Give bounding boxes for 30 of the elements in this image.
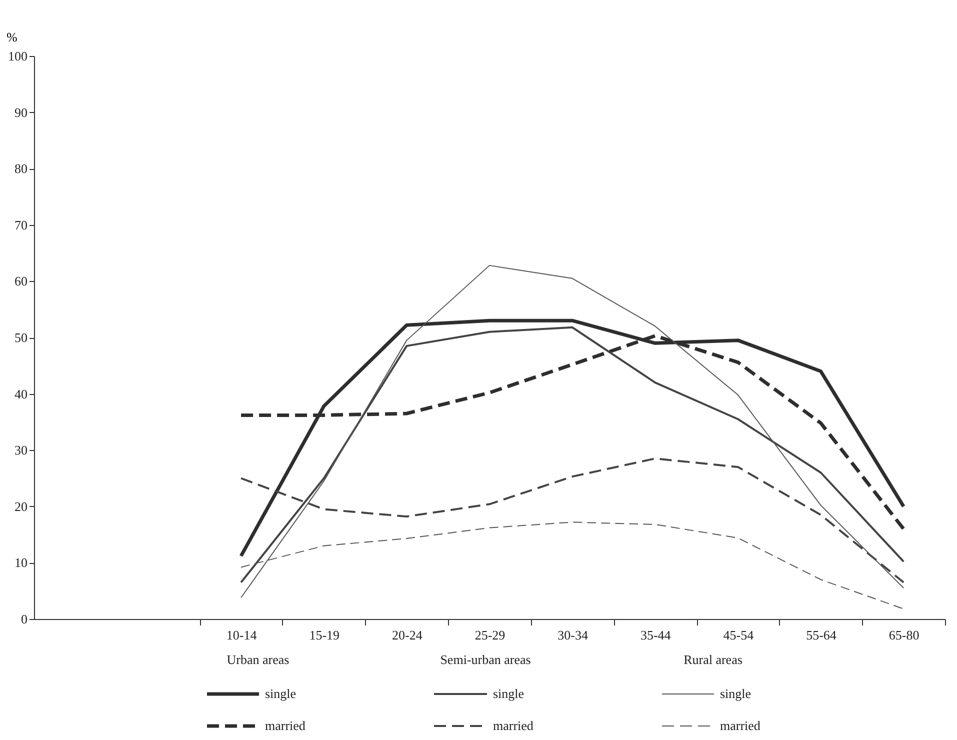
x-tick-label: 35-44 <box>640 628 672 642</box>
x-tick-label: 20-24 <box>392 628 423 642</box>
text: Urban areas <box>226 652 290 667</box>
legend-label: married <box>265 718 306 733</box>
y-tick-label: 90 <box>14 104 28 120</box>
x-tick-label: 65-80 <box>888 628 920 642</box>
x-tick-label: 55-64 <box>806 628 837 642</box>
y-axis-title: % <box>6 30 18 44</box>
y-tick-label: 60 <box>14 274 28 289</box>
text: Semi-urban areas <box>440 652 531 667</box>
y-tick-label: 10 <box>14 555 28 570</box>
x-tick-label: 25-29 <box>474 628 506 642</box>
y-tick-label: 100 <box>8 48 28 64</box>
x-tick-label: 10-14 <box>226 628 258 642</box>
x-tick-label: 30-34 <box>558 628 588 642</box>
y-tick-label: 0 <box>21 612 28 626</box>
y-tick-label: 40 <box>14 386 28 402</box>
legend-label: married <box>720 718 761 733</box>
y-tick-label: 30 <box>14 442 28 458</box>
y-tick-label: 20 <box>14 498 28 514</box>
legend-label: single <box>493 686 524 701</box>
x-tick-label: 45-54 <box>723 628 754 642</box>
legend-label: single <box>265 686 296 701</box>
y-tick-label: 50 <box>14 330 28 345</box>
legend-label: single <box>720 686 752 701</box>
legend-label: married <box>493 718 534 733</box>
y-tick-label: 80 <box>14 161 28 176</box>
x-tick-label: 15-19 <box>309 628 340 642</box>
y-tick-label: 70 <box>14 217 28 232</box>
text: Rural areas <box>684 652 742 667</box>
